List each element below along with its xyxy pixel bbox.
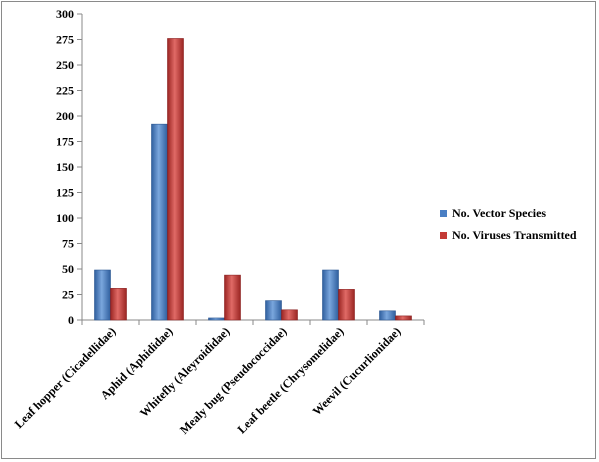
- y-tick-label: 25: [62, 288, 74, 302]
- bar-viruses-transmitted: [281, 309, 298, 321]
- y-tick-label: 50: [62, 262, 74, 276]
- legend: No. Vector Species No. Viruses Transmitte…: [440, 206, 577, 242]
- y-tick-label: 150: [56, 160, 74, 174]
- y-tick-label: 300: [56, 7, 74, 21]
- category-label: Mealy bug (Pseudococcidae): [177, 324, 290, 437]
- y-tick-label: 75: [62, 237, 74, 251]
- bar-vector-species: [379, 310, 396, 321]
- bar-viruses-transmitted: [224, 274, 241, 321]
- y-tick-label: 100: [56, 211, 74, 225]
- labels-group: Leaf hopper (Cicadellidae)Aphid (Aphidid…: [12, 324, 404, 437]
- bar-viruses-transmitted: [167, 38, 184, 321]
- category-label: Leaf beetle (Chrysomelidae): [234, 324, 346, 436]
- bar-viruses-transmitted: [110, 288, 127, 321]
- bar-vector-species: [208, 317, 225, 321]
- bars-group: [94, 38, 412, 321]
- category-label: Leaf hopper (Cicadellidae): [12, 324, 119, 431]
- legend-label: No. Vector Species: [452, 206, 546, 220]
- y-tick-label: 200: [56, 109, 74, 123]
- axes: 0 25 50 75 100 125 150 175 200 225 250 275 300: [56, 7, 425, 327]
- bar-vector-species: [151, 123, 168, 321]
- bar-vector-species: [265, 300, 282, 321]
- bar-vector-species: [94, 269, 111, 321]
- legend-swatch: [440, 232, 447, 239]
- y-tick-label: 225: [56, 84, 74, 98]
- bar-viruses-transmitted: [338, 289, 355, 321]
- legend-swatch: [440, 210, 447, 217]
- legend-label: No. Viruses Transmitted: [452, 228, 577, 242]
- bar-vector-species: [322, 269, 339, 321]
- bar-viruses-transmitted: [395, 315, 412, 321]
- y-tick-label: 175: [56, 135, 74, 149]
- y-tick-label: 0: [68, 313, 74, 327]
- y-tick-label: 250: [56, 58, 74, 72]
- y-tick-label: 275: [56, 33, 74, 47]
- y-tick-label: 125: [56, 186, 74, 200]
